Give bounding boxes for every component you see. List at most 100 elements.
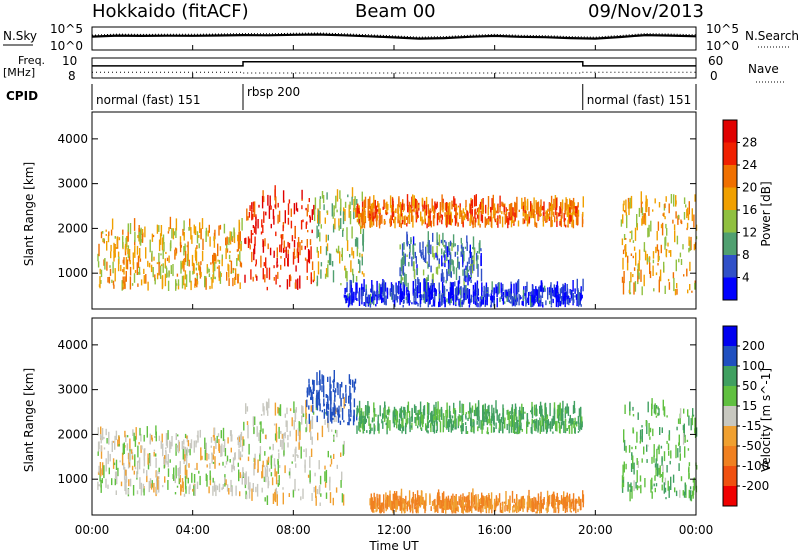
velocity-cell bbox=[486, 427, 489, 434]
power-cell bbox=[398, 281, 400, 294]
power-cell bbox=[110, 244, 112, 252]
velocity-cell bbox=[339, 420, 342, 425]
velocity-cell bbox=[464, 422, 467, 425]
power-cell bbox=[194, 277, 196, 286]
velocity-cell bbox=[458, 415, 460, 422]
power-cell bbox=[441, 248, 443, 255]
velocity-cell bbox=[483, 411, 486, 415]
power-cell bbox=[414, 198, 416, 207]
power-cell bbox=[196, 231, 199, 244]
velocity-cell bbox=[442, 413, 445, 426]
power-cell bbox=[522, 289, 525, 301]
velocity-cell bbox=[545, 507, 547, 511]
velocity-cell bbox=[486, 501, 489, 507]
power-cell bbox=[500, 282, 502, 293]
velocity-cell bbox=[335, 388, 337, 393]
power-cell bbox=[369, 293, 372, 304]
power-cell bbox=[459, 289, 461, 296]
velocity-cell bbox=[475, 407, 477, 417]
velocity-cell bbox=[418, 409, 420, 415]
power-cell bbox=[504, 289, 506, 298]
velocity-cell bbox=[417, 420, 420, 426]
power-cell bbox=[570, 215, 572, 222]
power-cell bbox=[309, 239, 312, 246]
power-cell bbox=[340, 198, 342, 212]
power-cell bbox=[572, 293, 574, 304]
velocity-cell bbox=[327, 420, 329, 429]
velocity-cell bbox=[579, 426, 582, 430]
velocity-cell bbox=[641, 425, 643, 428]
velocity-cell bbox=[342, 494, 345, 506]
velocity-cell bbox=[315, 395, 318, 405]
power-cell bbox=[100, 280, 102, 284]
power-cell bbox=[164, 273, 167, 287]
power-cell bbox=[333, 223, 335, 226]
velocity-cell bbox=[294, 448, 296, 462]
velocity-cell bbox=[266, 465, 268, 467]
velocity-cell bbox=[123, 442, 125, 454]
velocity-cell bbox=[260, 421, 262, 432]
velocity-cell bbox=[678, 463, 680, 471]
power-cell bbox=[156, 272, 159, 280]
velocity-cell bbox=[321, 409, 323, 413]
velocity-cell bbox=[633, 462, 635, 475]
power-cell bbox=[272, 209, 275, 220]
power-cell bbox=[463, 268, 466, 282]
velocity-cell bbox=[647, 401, 649, 413]
velocity-cell bbox=[291, 417, 293, 427]
velocity-cell bbox=[534, 497, 537, 510]
power-cell bbox=[493, 287, 495, 301]
power-cell bbox=[620, 219, 623, 227]
velocity-cell bbox=[277, 449, 280, 452]
power-cell bbox=[123, 257, 125, 265]
velocity-cell bbox=[492, 413, 494, 421]
velocity-cell bbox=[365, 418, 367, 423]
velocity-cell bbox=[199, 429, 201, 438]
power-cell bbox=[401, 202, 404, 210]
velocity-cell bbox=[578, 498, 580, 505]
power-cell bbox=[475, 211, 477, 215]
power-cell bbox=[161, 276, 164, 290]
velocity-cell bbox=[245, 403, 247, 414]
velocity-cell bbox=[329, 388, 331, 401]
velocity-cell bbox=[455, 418, 457, 430]
power-cell bbox=[344, 209, 346, 222]
velocity-cell bbox=[245, 471, 247, 485]
velocity-cell bbox=[486, 416, 488, 426]
velocity-cell bbox=[667, 443, 670, 451]
velocity-cell bbox=[184, 433, 187, 439]
velocity-cell bbox=[465, 412, 467, 415]
velocity-cell bbox=[430, 422, 432, 433]
velocity-cell bbox=[465, 415, 467, 420]
power-colorbar-label: Power [dB] bbox=[759, 181, 773, 246]
velocity-cell bbox=[373, 402, 375, 413]
power-cell bbox=[237, 254, 239, 261]
power-cell bbox=[534, 221, 536, 227]
velocity-cell bbox=[651, 477, 653, 486]
velocity-cell bbox=[196, 462, 198, 470]
power-cell bbox=[361, 253, 363, 258]
velocity-cell bbox=[238, 436, 240, 442]
power-cell bbox=[355, 276, 358, 282]
velocity-cell bbox=[533, 419, 535, 422]
velocity-cell bbox=[323, 403, 325, 406]
velocity-cell bbox=[486, 411, 488, 422]
velocity-cell bbox=[666, 465, 668, 473]
velocity-cell bbox=[687, 448, 690, 451]
power-cell bbox=[501, 201, 503, 207]
velocity-cell bbox=[539, 401, 542, 415]
velocity-cell bbox=[253, 463, 255, 476]
velocity-cell bbox=[557, 508, 560, 514]
power-cell bbox=[408, 254, 411, 259]
power-cell bbox=[219, 271, 222, 284]
velocity-cell bbox=[442, 500, 444, 509]
velocity-cell bbox=[325, 394, 327, 398]
power-cell bbox=[527, 292, 530, 305]
velocity-cell bbox=[201, 455, 203, 460]
velocity-cell bbox=[278, 426, 280, 439]
velocity-cell bbox=[668, 450, 670, 456]
velocity-cell bbox=[497, 498, 499, 506]
power-cell bbox=[407, 214, 410, 218]
velocity-cell bbox=[324, 419, 326, 425]
